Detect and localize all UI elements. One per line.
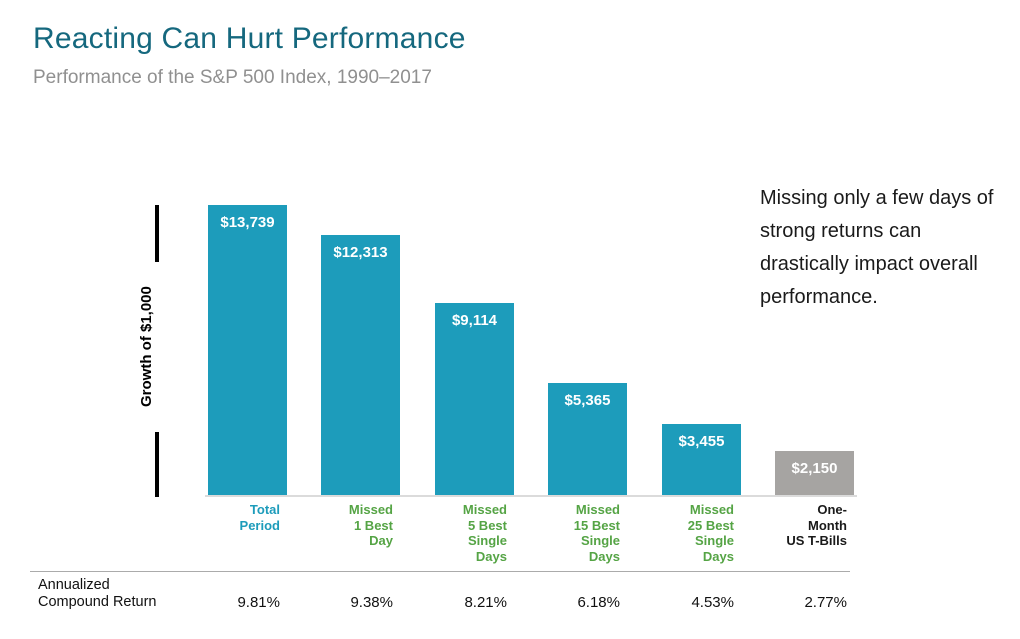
x-axis-label: One- Month US T-Bills (786, 502, 847, 548)
bar-value-label: $13,739 (220, 214, 275, 231)
x-axis-label: Missed 25 Best Single Days (687, 502, 734, 564)
bar-value-label: $2,150 (791, 460, 838, 477)
bar-missed-1-best-day: $12,313 (321, 235, 400, 497)
x-axis-label: Missed 5 Best Single Days (462, 502, 507, 564)
bar-total-period: $13,739 (208, 205, 287, 497)
bar-value-label: $5,365 (564, 392, 611, 409)
annualized-return-label: Annualized Compound Return (38, 577, 157, 610)
annualized-return-value: 8.21% (464, 594, 507, 611)
annualized-return-value: 4.53% (691, 594, 734, 611)
annotation-text: Missing only a few days of strong return… (760, 187, 994, 308)
bar-missed-15-best-single-days: $5,365 (548, 383, 627, 497)
bar-value-label: $12,313 (333, 244, 388, 261)
x-axis-label: Missed 1 Best Day (348, 502, 393, 548)
annualized-return-value: 2.77% (804, 594, 847, 611)
bar-value-label: $9,114 (451, 312, 498, 329)
bottom-divider (30, 571, 850, 572)
bar-missed-5-best-single-days: $9,114 (435, 303, 514, 497)
y-axis-tick-top (155, 205, 159, 262)
bar-value-label: $3,455 (678, 433, 725, 450)
bar-one-month-us-t-bills: $2,150 (775, 451, 854, 497)
y-axis-tick-bottom (155, 432, 159, 497)
x-axis-label: Total Period (239, 502, 280, 533)
x-axis-label: Missed 15 Best Single Days (573, 502, 620, 564)
chart-title: Reacting Can Hurt Performance (33, 22, 466, 55)
chart-subtitle: Performance of the S&P 500 Index, 1990–2… (33, 67, 432, 88)
annualized-return-value: 9.38% (350, 594, 393, 611)
y-axis-label: Growth of $1,000 (138, 286, 155, 407)
annualized-return-value: 9.81% (237, 594, 280, 611)
x-axis-baseline (205, 495, 857, 497)
bar-missed-25-best-single-days: $3,455 (662, 424, 741, 497)
annualized-return-value: 6.18% (577, 594, 620, 611)
